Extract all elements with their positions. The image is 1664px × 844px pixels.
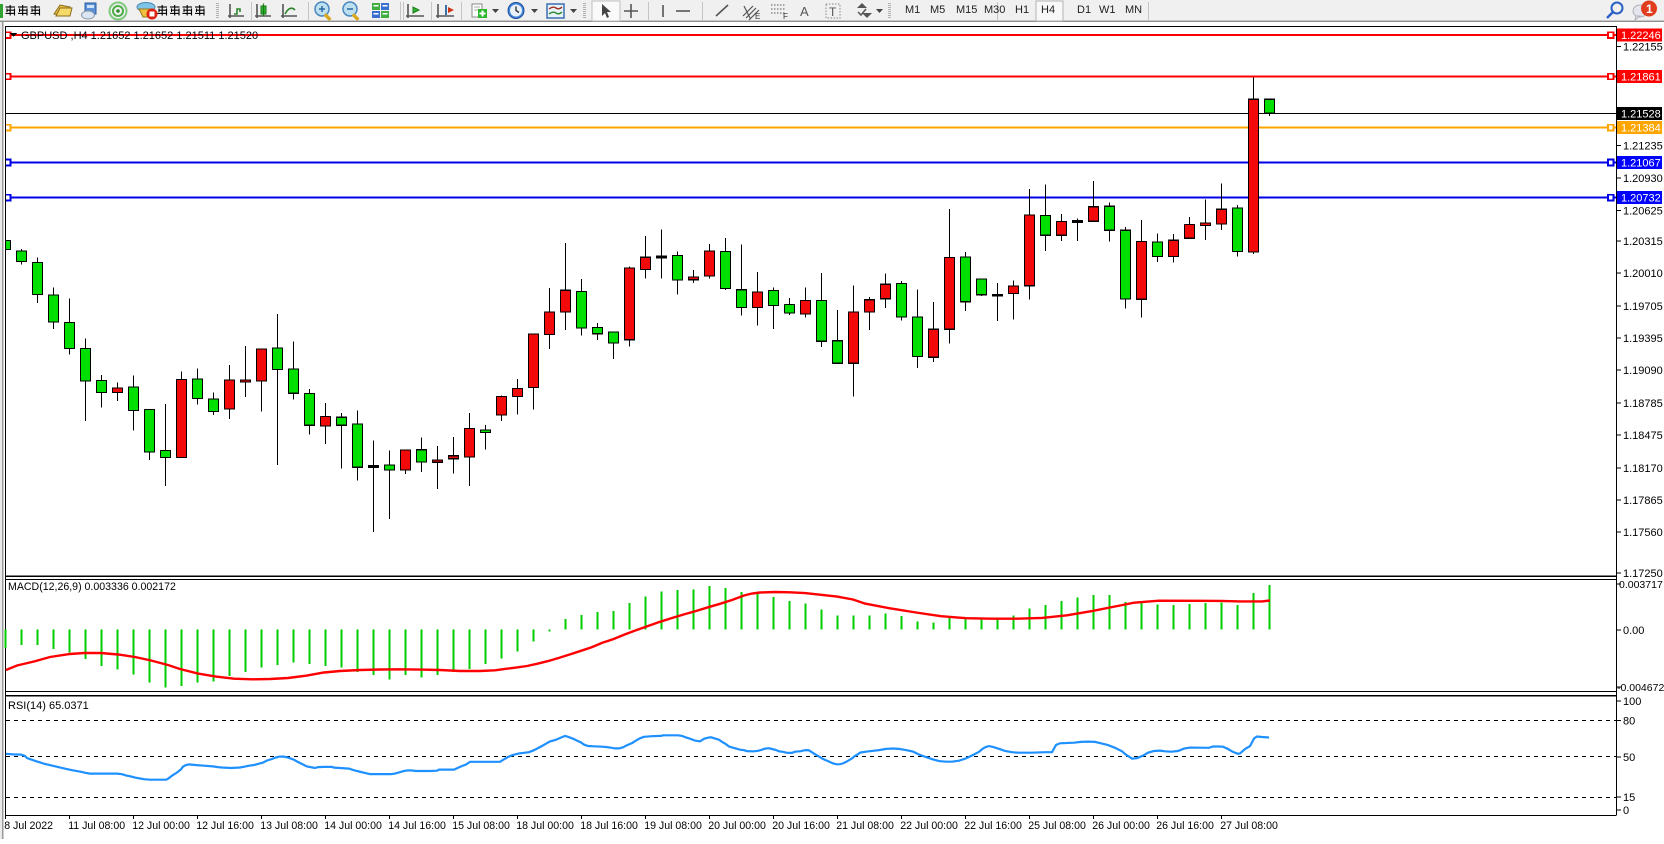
svg-text:0.003717: 0.003717 [1619, 579, 1663, 591]
svg-text:1: 1 [1646, 2, 1653, 16]
svg-text:1.19090: 1.19090 [1623, 365, 1663, 377]
svg-text:1.21528: 1.21528 [1621, 109, 1661, 121]
svg-text:26 Jul 16:00: 26 Jul 16:00 [1156, 820, 1214, 832]
svg-text:26 Jul 00:00: 26 Jul 00:00 [1092, 820, 1150, 832]
svg-text:22 Jul 00:00: 22 Jul 00:00 [900, 820, 958, 832]
svg-text:8 Jul 2022: 8 Jul 2022 [4, 820, 53, 832]
svg-text:1.22155: 1.22155 [1623, 41, 1663, 53]
svg-text:1.18475: 1.18475 [1623, 430, 1663, 442]
svg-text:1.17560: 1.17560 [1623, 527, 1663, 539]
svg-text:14 Jul 00:00: 14 Jul 00:00 [324, 820, 382, 832]
svg-text:1.20732: 1.20732 [1621, 193, 1661, 205]
svg-text:1.20930: 1.20930 [1623, 173, 1663, 185]
svg-text:1.22246: 1.22246 [1621, 30, 1661, 42]
svg-text:100: 100 [1623, 696, 1641, 708]
svg-text:A: A [800, 4, 809, 19]
svg-text:1.20625: 1.20625 [1623, 206, 1663, 218]
svg-text:MACD(12,26,9) 0.003336 0.00217: MACD(12,26,9) 0.003336 0.002172 [8, 581, 176, 593]
svg-text:14 Jul 16:00: 14 Jul 16:00 [388, 820, 446, 832]
svg-text:50: 50 [1623, 752, 1635, 764]
svg-text:1.18170: 1.18170 [1623, 463, 1663, 475]
svg-text:13 Jul 08:00: 13 Jul 08:00 [260, 820, 318, 832]
svg-text:0.00: 0.00 [1623, 625, 1644, 637]
svg-text:1.19705: 1.19705 [1623, 301, 1663, 313]
svg-text:11 Jul 08:00: 11 Jul 08:00 [68, 820, 125, 832]
svg-text:F: F [783, 12, 788, 21]
svg-text:12 Jul 16:00: 12 Jul 16:00 [196, 820, 254, 832]
svg-text:1.21067: 1.21067 [1621, 158, 1661, 170]
svg-text:1.17250: 1.17250 [1623, 568, 1663, 580]
svg-text:1.21384: 1.21384 [1621, 123, 1661, 135]
svg-text:RSI(14) 65.0371: RSI(14) 65.0371 [8, 700, 89, 712]
svg-text:80: 80 [1623, 716, 1635, 728]
svg-text:15 Jul 08:00: 15 Jul 08:00 [452, 820, 510, 832]
svg-text:1.19395: 1.19395 [1623, 333, 1663, 345]
svg-text:25 Jul 08:00: 25 Jul 08:00 [1028, 820, 1086, 832]
svg-text:21 Jul 08:00: 21 Jul 08:00 [836, 820, 894, 832]
svg-text:1.18785: 1.18785 [1623, 398, 1663, 410]
svg-text:20 Jul 16:00: 20 Jul 16:00 [772, 820, 830, 832]
svg-text:12 Jul 00:00: 12 Jul 00:00 [132, 820, 190, 832]
svg-text:0: 0 [1623, 805, 1629, 817]
svg-text:GBPUSD ,H4 1.21652 1.21652 1.: GBPUSD ,H4 1.21652 1.21652 1.21511 1.215… [21, 30, 258, 42]
svg-text:22 Jul 16:00: 22 Jul 16:00 [964, 820, 1022, 832]
svg-text:E: E [755, 12, 760, 21]
svg-text:18 Jul 16:00: 18 Jul 16:00 [580, 820, 638, 832]
svg-text:-0.004672: -0.004672 [1617, 682, 1664, 694]
svg-text:20 Jul 00:00: 20 Jul 00:00 [708, 820, 766, 832]
svg-text:1.20315: 1.20315 [1623, 236, 1663, 248]
svg-text:15: 15 [1623, 792, 1635, 804]
svg-text:18 Jul 00:00: 18 Jul 00:00 [516, 820, 574, 832]
svg-text:19 Jul 08:00: 19 Jul 08:00 [644, 820, 702, 832]
svg-text:1.17865: 1.17865 [1623, 495, 1663, 507]
svg-text:T: T [829, 5, 837, 19]
svg-text:27 Jul 08:00: 27 Jul 08:00 [1220, 820, 1278, 832]
svg-text:1.20010: 1.20010 [1623, 268, 1663, 280]
svg-text:1.21235: 1.21235 [1623, 141, 1663, 153]
svg-text:1.21861: 1.21861 [1621, 72, 1661, 84]
